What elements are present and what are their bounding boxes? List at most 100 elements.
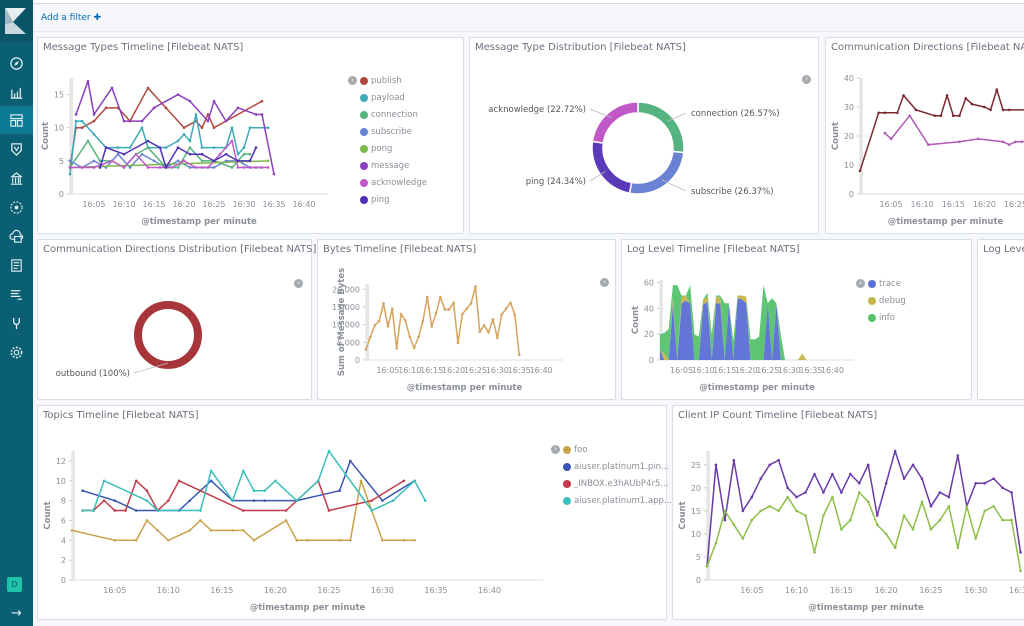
- legend-item[interactable]: debug: [868, 292, 906, 309]
- legend-item[interactable]: trace: [868, 275, 906, 292]
- dashboard-icon[interactable]: [0, 106, 33, 134]
- data-point: [113, 539, 117, 542]
- data-point: [786, 486, 789, 490]
- data-point: [188, 529, 192, 532]
- data-point: [122, 152, 126, 156]
- legend-item[interactable]: ping: [360, 191, 427, 208]
- brush-handle: [366, 284, 369, 360]
- data-point: [893, 449, 897, 453]
- legend-label: foo: [574, 444, 588, 455]
- chart-msg_dist: connection (26.57%) subscribe (26.37%) pin…: [488, 101, 780, 197]
- area-series-info: [660, 285, 811, 360]
- x-tick-label: 16:25: [919, 586, 942, 595]
- building-icon[interactable]: [0, 164, 33, 192]
- x-tick-label: 16:30: [232, 200, 255, 209]
- data-point: [381, 539, 384, 542]
- data-point: [983, 509, 986, 513]
- legend-item[interactable]: acknowledge: [360, 174, 427, 191]
- legend-label: message: [371, 160, 410, 171]
- data-point: [252, 539, 256, 542]
- wrench-icon[interactable]: [0, 309, 33, 337]
- legend-toggle-icon[interactable]: ›: [856, 279, 865, 288]
- legend-toggle-icon[interactable]: ‹: [802, 75, 811, 84]
- x-tick-label: 16:15: [713, 366, 736, 375]
- legend-dot-icon: [868, 279, 876, 288]
- legend-item[interactable]: connection: [360, 106, 427, 123]
- data-point: [152, 106, 156, 110]
- data-point: [248, 126, 252, 130]
- data-point: [804, 491, 807, 494]
- line-series-series-1: [706, 450, 1022, 567]
- legend-item[interactable]: publish: [360, 72, 427, 89]
- brush-handle: [860, 78, 863, 194]
- data-point: [956, 546, 960, 550]
- shield-icon[interactable]: [0, 135, 33, 163]
- chart-legend: foo aiuser.platinum1.pin... _INBOX.e3hAUbP…: [563, 441, 672, 509]
- cloud-icon[interactable]: [0, 222, 33, 250]
- legend-toggle-icon[interactable]: ‹: [294, 279, 303, 288]
- brush-handle: [707, 451, 710, 580]
- data-point: [1007, 143, 1011, 146]
- legend-item[interactable]: info: [868, 309, 906, 326]
- compass-icon[interactable]: [0, 49, 33, 77]
- panel-topics-timeline: Topics Timeline [Filebeat NATS] 0 2 4 6 8 10 1…: [37, 405, 672, 620]
- data-point: [230, 166, 234, 169]
- data-point: [795, 495, 798, 499]
- chart-log_level: 020406016:0516:1016:1516:2016:2516:3016:…: [631, 279, 854, 393]
- chart-msg_types: 0 5 10 15 16:05 16:10 16:15 16:20 16:25 16:30 16:3…: [41, 78, 328, 227]
- legend-item[interactable]: payload: [360, 89, 427, 106]
- user-avatar[interactable]: D: [7, 577, 22, 592]
- y-tick-label: 4: [61, 536, 66, 545]
- legend-toggle-icon[interactable]: ‹: [600, 278, 609, 287]
- document-icon[interactable]: [0, 251, 33, 279]
- data-point: [199, 509, 202, 512]
- data-point: [209, 479, 213, 483]
- legend-item[interactable]: subscribe: [360, 123, 427, 140]
- legend-item[interactable]: foo: [563, 441, 672, 458]
- data-point: [369, 335, 372, 339]
- legend-dot-icon: [360, 127, 368, 136]
- chart-comm_dir: 0 10 20 30 40 16:05 16:10 16:15 16:20 16:25@times…: [831, 74, 1024, 227]
- ml-icon[interactable]: [0, 193, 33, 221]
- pie-slice-ping: [591, 140, 633, 195]
- gear-icon[interactable]: [0, 338, 33, 366]
- x-tick-label: 16:30: [964, 586, 987, 595]
- legend-toggle-icon[interactable]: ›: [551, 445, 560, 454]
- data-point: [364, 348, 368, 351]
- data-point: [122, 166, 126, 169]
- data-point: [840, 528, 843, 531]
- y-tick-label: 25: [691, 461, 701, 470]
- data-point: [146, 139, 150, 143]
- data-point: [509, 301, 512, 305]
- y-tick-label: 15: [54, 91, 64, 100]
- data-point: [231, 529, 234, 532]
- legend-dot-icon: [360, 76, 368, 85]
- arrow-right-icon[interactable]: →: [11, 605, 22, 621]
- data-point: [92, 119, 96, 123]
- legend-item[interactable]: _INBOX.e3hAUbP4r5...: [563, 475, 672, 492]
- line-series-inbound: [884, 114, 1024, 146]
- data-point: [266, 126, 270, 130]
- data-point: [188, 146, 192, 149]
- legend-toggle-icon[interactable]: ›: [348, 76, 357, 85]
- data-point: [423, 499, 427, 502]
- data-point: [750, 495, 754, 499]
- data-point: [382, 302, 385, 305]
- data-point: [224, 152, 228, 156]
- legend-item[interactable]: aiuser.platinum1.app...: [563, 492, 672, 509]
- kibana-logo[interactable]: [0, 0, 33, 42]
- data-point: [974, 537, 978, 540]
- bar-chart-icon[interactable]: [0, 78, 33, 106]
- data-point: [1014, 140, 1017, 144]
- add-filter-button[interactable]: Add a filter ✚: [41, 13, 101, 23]
- legend-item[interactable]: aiuser.platinum1.pin...: [563, 458, 672, 475]
- list-icon[interactable]: [0, 280, 33, 308]
- brush-handle: [72, 451, 75, 580]
- legend-item[interactable]: pong: [360, 140, 427, 157]
- x-tick-label: 16:10: [911, 200, 934, 209]
- data-point: [263, 489, 266, 492]
- x-tick-label: 16:15: [830, 586, 853, 595]
- legend-item[interactable]: message: [360, 157, 427, 174]
- y-tick-label: 5: [59, 157, 64, 166]
- data-point: [170, 166, 174, 169]
